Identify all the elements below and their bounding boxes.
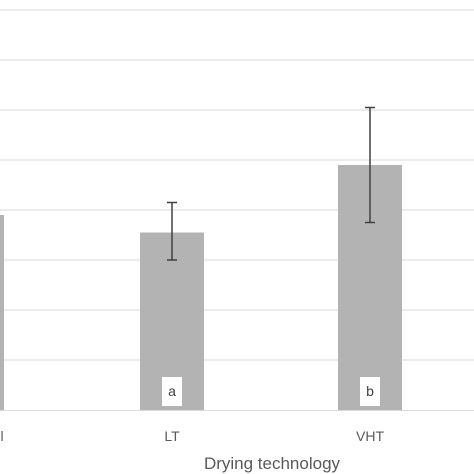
significance-letter-a: a — [162, 377, 182, 406]
letter-text: b — [366, 383, 374, 399]
x-axis-title: Drying technology — [204, 454, 341, 473]
bar-partial — [0, 215, 4, 410]
letter-box — [162, 377, 182, 406]
significance-letter-b: b — [360, 377, 380, 406]
letter-box — [360, 377, 380, 406]
error-bars-layer — [167, 106, 375, 261]
letter-text: a — [168, 383, 176, 399]
x-tick-label-partial: l — [0, 428, 3, 444]
bars-layer — [0, 165, 402, 410]
error-bar-LT — [167, 201, 177, 261]
x-tick-label-VHT: VHT — [356, 428, 384, 444]
error-bar-VHT — [365, 106, 375, 224]
x-tick-labels-layer: LT VHT l — [0, 428, 384, 444]
x-tick-label-LT: LT — [164, 428, 180, 444]
grid-layer — [0, 9, 474, 411]
